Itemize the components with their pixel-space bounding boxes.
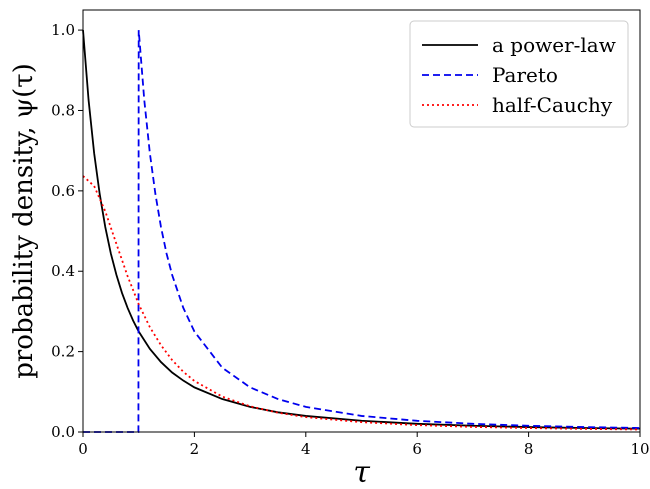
series-line-2 [83, 30, 641, 433]
y-tick-label: 0.4 [51, 262, 75, 280]
legend-label-2: Pareto [492, 63, 558, 87]
series-line-1 [82, 30, 641, 430]
x-tick-label: 0 [78, 440, 88, 458]
legend-label-3: half-Cauchy [492, 93, 613, 117]
legend: a power-law Pareto half-Cauchy [409, 20, 629, 128]
y-tick-label: 0.6 [51, 182, 75, 200]
y-tick-label: 0.8 [51, 101, 75, 119]
legend-label-1: a power-law [492, 33, 616, 57]
y-tick-label: 0.2 [51, 343, 75, 361]
axis-ticks: 0 2 4 6 8 10 0.0 0.2 0.4 0.6 0.8 1.0 [51, 21, 649, 458]
x-tick-label: 8 [524, 440, 534, 458]
x-tick-label: 2 [190, 440, 200, 458]
y-tick-label: 0.0 [51, 423, 75, 441]
series-line-3 [82, 175, 641, 431]
y-axis-label: probability density, ψ(τ) [9, 63, 39, 379]
plot-lines [82, 30, 641, 433]
x-axis-label: τ [353, 455, 370, 489]
x-tick-label: 4 [301, 440, 311, 458]
x-tick-label: 10 [630, 440, 649, 458]
plot-frame [82, 9, 641, 433]
x-tick-label: 6 [412, 440, 422, 458]
y-tick-label: 1.0 [51, 21, 75, 39]
legend-box [409, 20, 629, 128]
